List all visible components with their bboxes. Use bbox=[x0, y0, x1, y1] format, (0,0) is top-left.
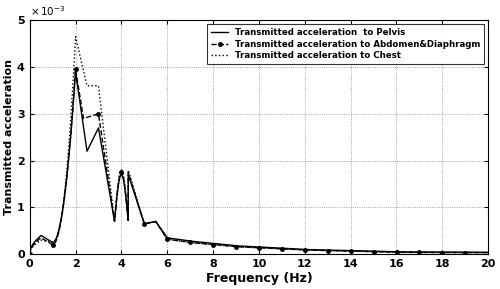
Transmitted acceleration to Chest bbox=[244, 246, 250, 249]
Transmitted acceleration to Chest bbox=[360, 250, 366, 253]
Transmitted acceleration to Abdomen&Diaphragm bbox=[360, 250, 366, 253]
Transmitted acceleration  to Pelvis bbox=[448, 250, 454, 254]
Transmitted acceleration  to Pelvis bbox=[485, 251, 491, 254]
Line: Transmitted acceleration to Abdomen&Diaphragm: Transmitted acceleration to Abdomen&Diap… bbox=[28, 68, 490, 256]
Transmitted acceleration  to Pelvis bbox=[471, 251, 477, 254]
Transmitted acceleration to Abdomen&Diaphragm bbox=[471, 251, 477, 254]
Transmitted acceleration  to Pelvis bbox=[72, 70, 78, 73]
Line: Transmitted acceleration  to Pelvis: Transmitted acceleration to Pelvis bbox=[30, 72, 488, 254]
Transmitted acceleration to Abdomen&Diaphragm bbox=[223, 244, 229, 248]
Transmitted acceleration to Chest bbox=[220, 244, 226, 247]
Transmitted acceleration to Abdomen&Diaphragm bbox=[26, 253, 32, 256]
Transmitted acceleration  to Pelvis bbox=[220, 243, 226, 246]
Transmitted acceleration to Abdomen&Diaphragm bbox=[448, 251, 454, 254]
Transmitted acceleration  to Pelvis bbox=[244, 245, 250, 248]
Transmitted acceleration to Chest bbox=[26, 253, 32, 256]
Transmitted acceleration to Chest bbox=[485, 251, 491, 254]
Transmitted acceleration to Abdomen&Diaphragm bbox=[220, 244, 226, 247]
Transmitted acceleration to Abdomen&Diaphragm bbox=[485, 251, 491, 254]
Transmitted acceleration to Chest bbox=[471, 251, 477, 254]
Line: Transmitted acceleration to Chest: Transmitted acceleration to Chest bbox=[30, 37, 488, 254]
Transmitted acceleration  to Pelvis bbox=[26, 253, 32, 256]
Transmitted acceleration to Chest bbox=[72, 35, 78, 38]
X-axis label: Frequency (Hz): Frequency (Hz) bbox=[206, 272, 312, 285]
Transmitted acceleration  to Pelvis bbox=[223, 243, 229, 247]
Transmitted acceleration to Abdomen&Diaphragm bbox=[244, 246, 250, 249]
Y-axis label: Transmitted acceleration: Transmitted acceleration bbox=[4, 59, 14, 215]
Text: $\times\,10^{-3}$: $\times\,10^{-3}$ bbox=[30, 4, 66, 18]
Legend: Transmitted acceleration  to Pelvis, Transmitted acceleration to Abdomen&Diaphra: Transmitted acceleration to Pelvis, Tran… bbox=[208, 25, 484, 64]
Transmitted acceleration to Abdomen&Diaphragm bbox=[72, 68, 78, 71]
Transmitted acceleration  to Pelvis bbox=[360, 249, 366, 253]
Transmitted acceleration to Chest bbox=[448, 251, 454, 254]
Transmitted acceleration to Chest bbox=[223, 244, 229, 248]
